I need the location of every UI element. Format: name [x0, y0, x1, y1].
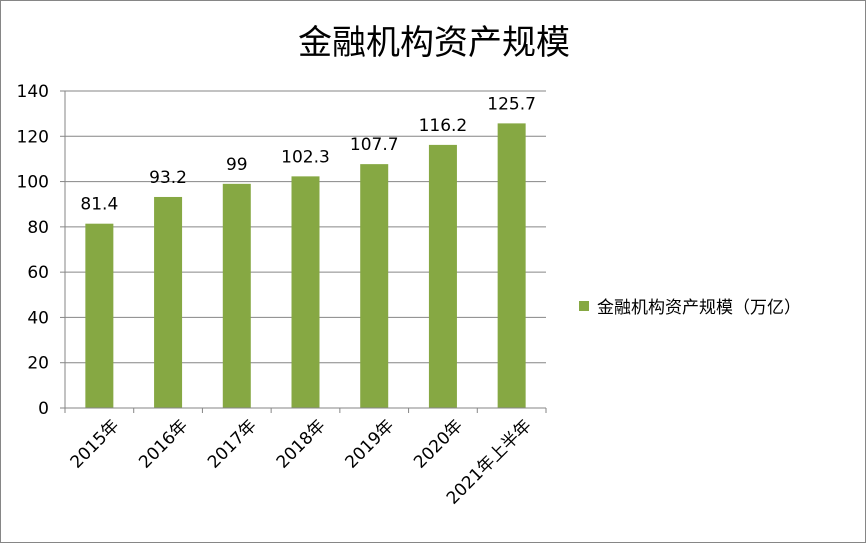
chart-legend: 金融机构资产规模（万亿）	[579, 293, 801, 318]
bar	[222, 183, 251, 408]
x-tick-label: 2017年	[204, 416, 261, 473]
bar	[497, 123, 526, 409]
x-tick-label: 2015年	[67, 416, 124, 473]
y-tick-label: 140	[17, 82, 49, 102]
bar	[291, 176, 320, 408]
data-label: 107.7	[350, 135, 399, 155]
y-tick-label: 20	[27, 354, 49, 374]
y-tick-label: 40	[27, 308, 49, 328]
bar	[85, 223, 114, 408]
data-label: 102.3	[281, 147, 330, 167]
data-label: 116.2	[419, 116, 468, 136]
data-label: 93.2	[149, 168, 187, 188]
data-label: 81.4	[80, 195, 118, 215]
legend-swatch	[579, 300, 589, 311]
x-tick-label: 2020年	[410, 416, 467, 473]
y-tick-label: 120	[17, 127, 49, 147]
y-tick-label: 0	[38, 399, 49, 419]
chart-title: 金融机构资产规模	[298, 23, 570, 63]
legend-label: 金融机构资产规模（万亿）	[597, 298, 801, 318]
data-label: 125.7	[487, 94, 536, 114]
bar	[360, 164, 389, 408]
data-label: 99	[226, 155, 248, 175]
y-tick-label: 100	[17, 173, 49, 193]
x-tick-label: 2016年	[135, 416, 192, 473]
bar	[428, 144, 457, 408]
x-tick-label: 2019年	[341, 416, 398, 473]
x-tick-label: 2018年	[273, 416, 330, 473]
y-tick-label: 80	[27, 218, 49, 238]
bar	[154, 196, 183, 408]
y-tick-label: 60	[27, 263, 49, 283]
